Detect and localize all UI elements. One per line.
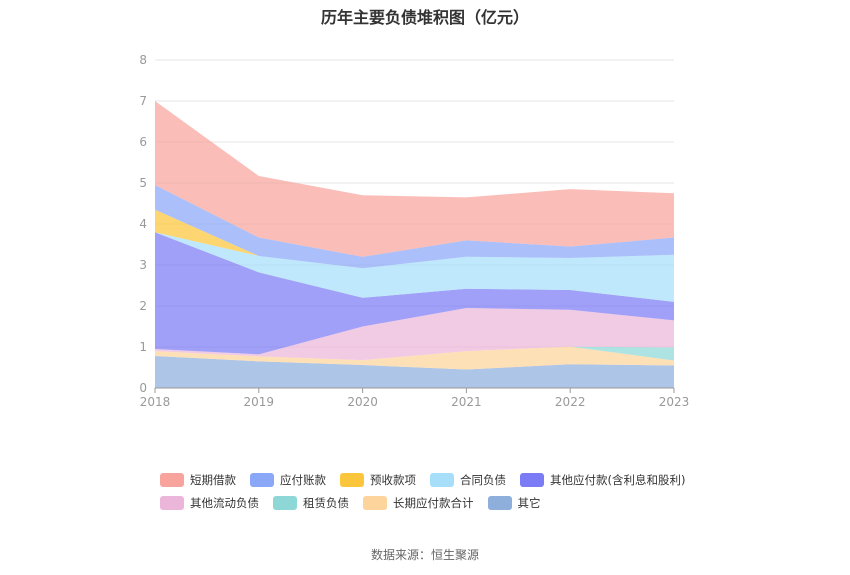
legend-item[interactable]: 预收款项 xyxy=(340,472,416,488)
legend-swatch xyxy=(160,473,184,487)
legend-swatch xyxy=(273,496,297,510)
legend-swatch xyxy=(250,473,274,487)
legend-swatch xyxy=(430,473,454,487)
y-tick-label: 7 xyxy=(139,94,147,108)
y-tick-label: 2 xyxy=(139,299,147,313)
area-series-5 xyxy=(155,232,674,302)
area-series-8 xyxy=(155,101,674,257)
data-source-note: 数据来源：恒生聚源 xyxy=(370,548,479,562)
x-tick-label: 2021 xyxy=(451,395,482,409)
legend-label: 其他流动负债 xyxy=(190,496,259,510)
area-series xyxy=(155,101,674,388)
area-series-4 xyxy=(155,232,674,355)
x-tick-label: 2023 xyxy=(659,395,690,409)
area-series-7 xyxy=(155,185,674,269)
legend-item[interactable]: 应付账款 xyxy=(250,472,326,488)
area-series-3 xyxy=(155,308,674,361)
y-tick-label: 8 xyxy=(139,53,147,67)
legend-swatch xyxy=(520,473,544,487)
legend-row: 短期借款 应付账款 预收款项 合同负债 其他应付款(含利息和股利) xyxy=(160,472,720,488)
legend-label: 长期应付款合计 xyxy=(393,496,474,510)
legend-item[interactable]: 合同负债 xyxy=(430,472,506,488)
legend-item[interactable]: 短期借款 xyxy=(160,472,236,488)
area-series-0 xyxy=(155,356,674,388)
legend-swatch xyxy=(340,473,364,487)
legend-swatch xyxy=(487,496,512,510)
legend-item[interactable]: 其他应付款(含利息和股利) xyxy=(520,472,685,488)
legend-label: 预收款项 xyxy=(370,473,416,487)
legend-label: 合同负债 xyxy=(460,473,506,487)
legend-label: 其它 xyxy=(517,496,541,510)
legend-label: 短期借款 xyxy=(190,473,236,487)
stacked-area-chart: 0 1 2 3 4 5 6 7 8 2018 2019 2020 2021 2022 2023 xyxy=(139,53,689,409)
axes: 0 1 2 3 4 5 6 7 8 2018 2019 2020 2021 2022 2023 xyxy=(139,53,689,409)
legend: 短期借款 应付账款 预收款项 合同负债 其他应付款(含利息和股利) 其他流动负债 租赁负债 长… xyxy=(160,472,720,518)
chart-title: 历年主要负债堆积图（亿元） xyxy=(320,8,529,27)
area-series-1 xyxy=(155,346,674,370)
legend-item[interactable]: 其他流动负债 xyxy=(160,495,259,511)
legend-label: 租赁负债 xyxy=(303,496,349,510)
legend-item[interactable]: 租赁负债 xyxy=(273,495,349,511)
legend-swatch xyxy=(363,496,387,510)
x-tick-label: 2020 xyxy=(347,395,378,409)
legend-item[interactable]: 长期应付款合计 xyxy=(363,495,474,511)
legend-swatch xyxy=(160,496,184,510)
x-tick-label: 2018 xyxy=(140,395,171,409)
y-tick-label: 5 xyxy=(139,176,147,190)
legend-label: 应付账款 xyxy=(280,473,326,487)
legend-label: 其他应付款(含利息和股利) xyxy=(550,473,686,487)
y-tick-label: 1 xyxy=(139,340,147,354)
legend-item[interactable]: 其它 xyxy=(487,495,541,511)
x-tick-label: 2019 xyxy=(244,395,275,409)
legend-row: 其他流动负债 租赁负债 长期应付款合计 其它 xyxy=(160,495,720,511)
y-tick-label: 0 xyxy=(139,381,147,395)
x-tick-label: 2022 xyxy=(555,395,586,409)
y-tick-label: 6 xyxy=(139,135,147,149)
area-series-2 xyxy=(155,346,674,361)
y-tick-label: 4 xyxy=(139,217,147,231)
y-tick-label: 3 xyxy=(139,258,147,272)
